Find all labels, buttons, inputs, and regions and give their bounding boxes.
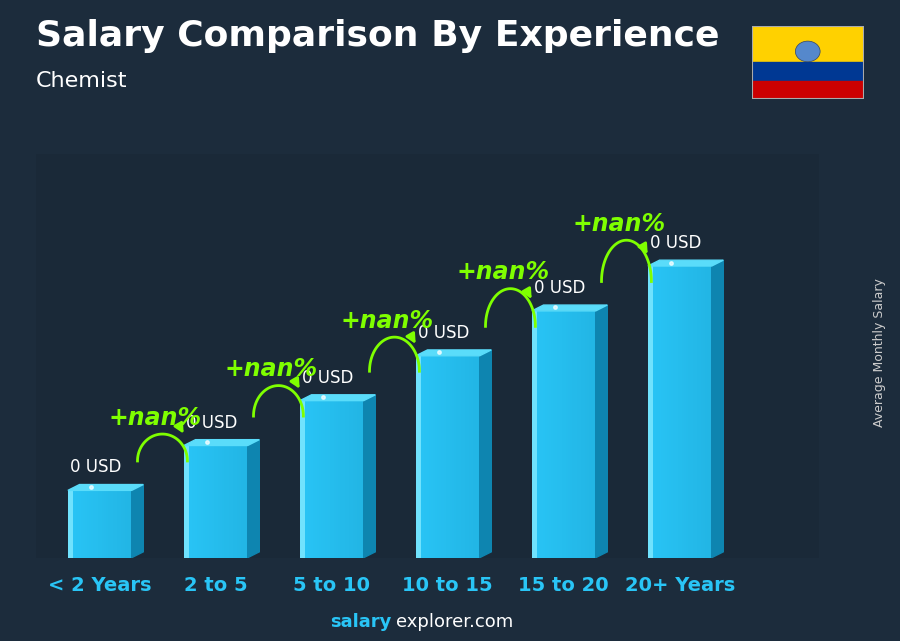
- Polygon shape: [648, 260, 724, 266]
- Text: Chemist: Chemist: [36, 71, 128, 90]
- Polygon shape: [68, 485, 143, 490]
- Text: explorer.com: explorer.com: [396, 613, 513, 631]
- Text: 0 USD: 0 USD: [535, 279, 586, 297]
- Bar: [752, 26, 864, 62]
- Bar: [752, 81, 864, 99]
- Text: +nan%: +nan%: [224, 357, 318, 381]
- Text: 0 USD: 0 USD: [650, 234, 702, 252]
- Polygon shape: [596, 305, 608, 558]
- Polygon shape: [480, 350, 491, 558]
- Text: +nan%: +nan%: [108, 406, 202, 429]
- Ellipse shape: [796, 41, 820, 62]
- Polygon shape: [300, 395, 375, 401]
- Text: 0 USD: 0 USD: [418, 324, 470, 342]
- Text: Salary Comparison By Experience: Salary Comparison By Experience: [36, 19, 719, 53]
- Bar: [752, 62, 864, 81]
- Text: +nan%: +nan%: [340, 309, 434, 333]
- Polygon shape: [712, 260, 724, 558]
- Polygon shape: [532, 305, 608, 311]
- Polygon shape: [184, 440, 259, 445]
- Text: 0 USD: 0 USD: [70, 458, 122, 476]
- Polygon shape: [248, 440, 259, 558]
- Text: +nan%: +nan%: [572, 212, 665, 236]
- Polygon shape: [364, 395, 375, 558]
- Text: 0 USD: 0 USD: [186, 413, 238, 431]
- Polygon shape: [131, 485, 143, 558]
- Text: 0 USD: 0 USD: [302, 369, 354, 387]
- Text: salary: salary: [330, 613, 392, 631]
- Text: Average Monthly Salary: Average Monthly Salary: [874, 278, 886, 427]
- Polygon shape: [416, 350, 491, 356]
- Text: +nan%: +nan%: [456, 260, 550, 284]
